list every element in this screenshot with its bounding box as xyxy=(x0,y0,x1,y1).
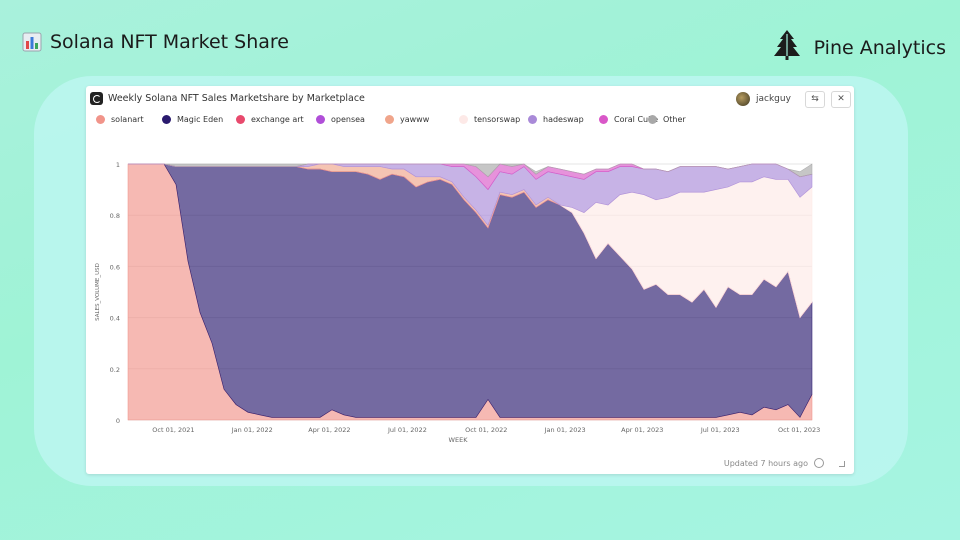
series-area[interactable] xyxy=(128,163,813,178)
x-tick-label: Jul 01, 2022 xyxy=(387,426,427,434)
x-tick-label: Apr 01, 2023 xyxy=(621,426,663,434)
chart-card: Weekly Solana NFT Sales Marketshare by M… xyxy=(86,86,854,474)
slide-title: Solana NFT Market Share xyxy=(22,31,289,53)
x-tick-label: Apr 01, 2022 xyxy=(308,426,350,434)
y-tick-label: 0.4 xyxy=(110,315,120,323)
legend-label: solanart xyxy=(111,115,144,124)
stacked-area-chart: 0 0.2 0.4 0.6 0.8 1 Oct 01, 2021 Jan 01, 2022 Ap… xyxy=(95,161,820,444)
legend-item[interactable]: opensea xyxy=(316,115,365,124)
brand-name: Pine Analytics xyxy=(813,36,946,59)
legend-item[interactable]: yawww xyxy=(385,115,429,124)
x-tick-label: Jan 01, 2023 xyxy=(544,426,586,434)
legend-item[interactable]: hadeswap xyxy=(528,115,584,124)
brand: Pine Analytics xyxy=(770,28,946,67)
legend-label: Magic Eden xyxy=(177,115,224,124)
legend-label: tensorswap xyxy=(474,115,521,124)
x-tick-label: Oct 01, 2023 xyxy=(778,426,820,434)
legend-item[interactable]: solanart xyxy=(96,115,144,124)
y-tick-label: 0.2 xyxy=(110,366,120,374)
pine-tree-icon xyxy=(770,28,804,67)
y-tick-label: 0.8 xyxy=(110,212,120,220)
y-tick-label: 1 xyxy=(116,161,120,169)
legend-label: yawww xyxy=(400,115,430,124)
legend-item[interactable]: Coral Cube xyxy=(599,115,658,124)
legend-label: opensea xyxy=(331,115,365,124)
x-tick-label: Jan 01, 2022 xyxy=(231,426,273,434)
bar-chart-emoji-icon xyxy=(22,32,42,52)
legend-item[interactable]: Magic Eden xyxy=(162,115,223,124)
legend-swatch xyxy=(459,115,468,124)
x-tick-label: Oct 01, 2021 xyxy=(152,426,194,434)
updated-text: Updated 7 hours ago xyxy=(723,459,808,468)
chart-title: Weekly Solana NFT Sales Marketshare by M… xyxy=(108,93,365,104)
x-tick-label: Oct 01, 2022 xyxy=(465,426,507,434)
legend-swatch xyxy=(96,115,105,124)
legend-swatch xyxy=(316,115,325,124)
avatar[interactable] xyxy=(736,92,750,106)
legend-label: exchange art xyxy=(251,115,304,124)
legend-item[interactable]: tensorswap xyxy=(459,115,520,124)
legend-swatch xyxy=(236,115,245,124)
card-header: Weekly Solana NFT Sales Marketshare by M… xyxy=(86,86,854,112)
y-tick-label: 0 xyxy=(116,417,120,425)
x-tick-label: Jul 01, 2023 xyxy=(700,426,740,434)
legend-swatch xyxy=(385,115,394,124)
refresh-clock-icon[interactable] xyxy=(814,458,824,468)
legend-item[interactable]: Other xyxy=(648,115,686,124)
legend-label: hadeswap xyxy=(543,115,584,124)
user-name[interactable]: jackguy xyxy=(756,94,791,104)
y-axis-label: SALES_VOLUME_USD xyxy=(95,263,101,321)
legend-swatch xyxy=(528,115,537,124)
legend-swatch xyxy=(162,115,171,124)
app-logo-icon xyxy=(90,92,103,105)
slide-title-text: Solana NFT Market Share xyxy=(50,31,289,53)
legend-label: Coral Cube xyxy=(614,115,659,124)
resize-handle-icon[interactable] xyxy=(839,461,845,467)
legend-label: Other xyxy=(663,115,686,124)
y-tick-label: 0.6 xyxy=(110,263,120,271)
swap-icon[interactable]: ⇆ xyxy=(805,91,825,108)
close-icon[interactable]: ✕ xyxy=(831,91,851,108)
legend-swatch xyxy=(648,115,657,124)
legend-swatch xyxy=(599,115,608,124)
x-axis-label: WEEK xyxy=(449,436,469,444)
legend-item[interactable]: exchange art xyxy=(236,115,304,124)
